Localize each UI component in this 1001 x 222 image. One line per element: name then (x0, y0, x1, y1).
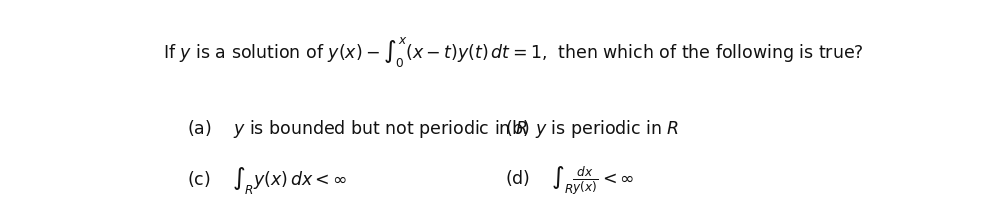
Text: (c)    $\int_{R} y(x)\,dx < \infty$: (c) $\int_{R} y(x)\,dx < \infty$ (187, 165, 347, 196)
Text: (d)    $\int_{R} \frac{dx}{y(x)} < \infty$: (d) $\int_{R} \frac{dx}{y(x)} < \infty$ (506, 164, 635, 197)
Text: (a)    $y$ is bounded but not periodic in $R$: (a) $y$ is bounded but not periodic in $… (187, 118, 529, 140)
Text: (b) $y$ is periodic in $R$: (b) $y$ is periodic in $R$ (506, 118, 680, 140)
Text: If $y$ is a solution of $y(x)-\int_0^x (x-t)y(t)\,dt = 1$,  then which of the fo: If $y$ is a solution of $y(x)-\int_0^x (… (162, 35, 864, 69)
